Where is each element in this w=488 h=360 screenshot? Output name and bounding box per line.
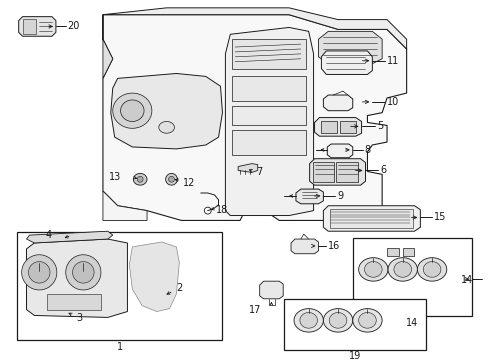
Polygon shape [26, 231, 113, 243]
Bar [329, 209, 412, 228]
Polygon shape [111, 73, 222, 149]
Bar [232, 106, 305, 125]
Bar [386, 248, 398, 256]
Polygon shape [225, 27, 313, 216]
Polygon shape [423, 262, 440, 277]
Text: 9: 9 [336, 191, 343, 201]
Polygon shape [26, 239, 127, 318]
Bar [232, 39, 305, 68]
Polygon shape [121, 100, 144, 121]
Text: 6: 6 [379, 166, 386, 175]
Polygon shape [65, 255, 101, 290]
Text: 7: 7 [255, 167, 262, 177]
Polygon shape [102, 15, 406, 220]
Polygon shape [168, 176, 174, 182]
Polygon shape [318, 31, 381, 64]
Text: 5: 5 [376, 121, 383, 131]
Bar [22, 19, 36, 34]
Circle shape [204, 207, 211, 214]
Polygon shape [259, 281, 283, 299]
Bar [284, 299, 426, 350]
Polygon shape [72, 262, 94, 283]
Polygon shape [328, 312, 346, 328]
Text: 17: 17 [248, 305, 261, 315]
Polygon shape [159, 121, 174, 133]
Polygon shape [137, 176, 143, 182]
Bar [232, 130, 305, 155]
Bar [339, 121, 355, 133]
Polygon shape [323, 309, 352, 332]
Polygon shape [290, 239, 318, 254]
Text: 16: 16 [327, 241, 340, 251]
Polygon shape [129, 242, 179, 311]
Bar [335, 162, 357, 182]
Polygon shape [326, 144, 352, 158]
Polygon shape [364, 262, 381, 277]
Polygon shape [323, 95, 352, 111]
Text: 1: 1 [116, 342, 122, 352]
Polygon shape [293, 309, 323, 332]
Text: 2: 2 [176, 283, 183, 293]
Text: 4: 4 [46, 230, 52, 240]
Polygon shape [102, 15, 113, 78]
Bar [321, 121, 336, 133]
Polygon shape [238, 163, 257, 172]
Text: 10: 10 [386, 97, 399, 107]
Bar [352, 238, 471, 316]
Bar [232, 76, 305, 101]
Polygon shape [358, 312, 375, 328]
Polygon shape [309, 159, 365, 185]
Text: 18: 18 [215, 204, 227, 215]
Polygon shape [352, 309, 381, 332]
Text: 20: 20 [67, 22, 80, 31]
Bar [17, 232, 222, 340]
Polygon shape [299, 312, 317, 328]
Text: 3: 3 [76, 314, 82, 323]
Text: 13: 13 [109, 172, 122, 182]
Polygon shape [323, 206, 420, 231]
Polygon shape [19, 17, 56, 36]
Polygon shape [113, 93, 152, 128]
Polygon shape [417, 258, 446, 281]
Text: 14: 14 [406, 318, 418, 328]
Bar [47, 294, 101, 310]
Text: 19: 19 [348, 351, 360, 360]
Polygon shape [314, 118, 361, 136]
Polygon shape [133, 174, 147, 185]
Text: 15: 15 [433, 212, 446, 222]
Polygon shape [358, 258, 387, 281]
Bar [312, 162, 333, 182]
Polygon shape [165, 174, 177, 185]
Text: 14: 14 [460, 275, 472, 285]
Polygon shape [102, 191, 147, 220]
Text: 8: 8 [364, 145, 370, 155]
Polygon shape [102, 8, 406, 49]
Polygon shape [21, 255, 57, 290]
Polygon shape [28, 262, 50, 283]
Text: 12: 12 [183, 178, 195, 188]
Polygon shape [321, 51, 371, 75]
Polygon shape [387, 258, 417, 281]
Polygon shape [295, 189, 323, 204]
Bar [402, 248, 414, 256]
Polygon shape [393, 262, 411, 277]
Text: 11: 11 [386, 56, 399, 66]
